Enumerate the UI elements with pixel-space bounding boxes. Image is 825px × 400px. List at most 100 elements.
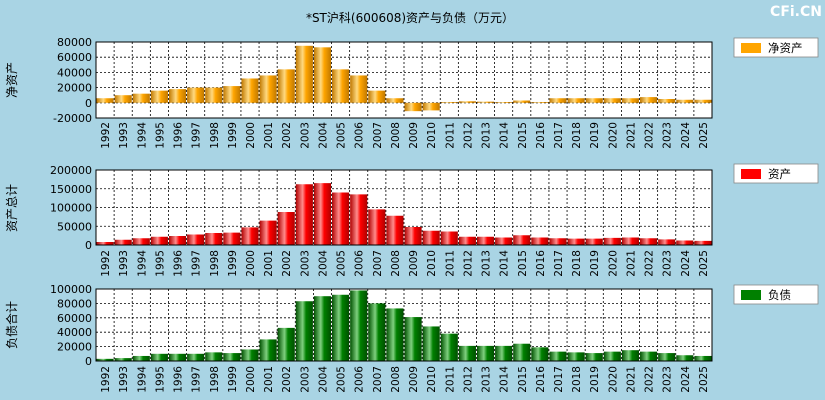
bar-2021 (621, 237, 640, 245)
x-tick-label: 2022 (644, 250, 656, 277)
watermark: CFi.CN (770, 4, 822, 20)
x-tick-label: 1993 (118, 366, 130, 393)
bar-2016 (531, 237, 549, 245)
x-tick-label: 1997 (191, 366, 203, 393)
bar-1994 (132, 93, 150, 103)
bar-2019 (585, 98, 603, 103)
x-tick-label: 2010 (426, 250, 438, 277)
bar-2012 (458, 236, 476, 245)
x-tick-label: 2019 (589, 250, 601, 277)
x-tick-label: 2023 (662, 366, 674, 393)
x-tick-label: 1994 (136, 122, 148, 149)
x-tick-label: 2021 (625, 366, 637, 393)
bar-2004 (313, 47, 332, 103)
x-tick-label: 2003 (299, 366, 311, 393)
x-tick-label: 1998 (209, 122, 221, 149)
bar-2007 (368, 209, 386, 245)
bar-2015 (513, 343, 531, 361)
x-tick-label: 2011 (444, 122, 456, 149)
y-tick-label: 40000 (57, 326, 92, 339)
plot-border (95, 288, 713, 362)
bar-1996 (168, 236, 187, 245)
bar-2001 (259, 220, 277, 245)
x-tick-label: 2016 (535, 250, 547, 277)
bar-1999 (223, 353, 241, 361)
bar-1995 (150, 353, 168, 361)
x-tick-label: 1992 (100, 122, 112, 149)
bar-1997 (187, 353, 205, 361)
x-tick-label: 1995 (154, 250, 166, 277)
bar-2001 (259, 75, 277, 103)
bar-2003 (295, 45, 313, 103)
bar-2005 (332, 294, 350, 361)
bar-2014 (495, 102, 513, 103)
bar-2021 (621, 350, 640, 361)
bar-2018 (567, 352, 585, 361)
bar-1993 (114, 95, 132, 103)
x-tick-label: 2006 (354, 366, 366, 393)
bar-2008 (386, 98, 404, 103)
bar-2010 (422, 230, 440, 245)
bar-2000 (241, 227, 259, 245)
x-tick-label: 1996 (173, 366, 185, 393)
bar-2009 (404, 227, 422, 245)
x-tick-label: 1999 (227, 366, 239, 393)
bar-2025 (694, 99, 712, 103)
x-tick-label: 2000 (245, 122, 257, 149)
x-tick-label: 2024 (680, 366, 692, 393)
bar-1999 (223, 86, 241, 103)
bar-2003 (295, 301, 313, 361)
bar-2017 (549, 351, 567, 361)
bar-2015 (513, 100, 531, 103)
bar-2017 (549, 238, 567, 245)
bar-2014 (495, 345, 513, 361)
bar-1994 (132, 355, 150, 361)
bar-2016 (531, 347, 549, 361)
x-tick-label: 2013 (481, 122, 493, 149)
bar-2000 (241, 349, 259, 361)
bar-2002 (277, 69, 295, 103)
plot-border (95, 169, 713, 246)
x-tick-label: 2014 (499, 122, 511, 149)
bar-1992 (96, 358, 114, 361)
bar-1999 (223, 232, 241, 245)
bar-2024 (676, 99, 694, 103)
legend: 负债 (733, 284, 819, 305)
bar-2023 (658, 353, 676, 361)
y-tick-label: -20000 (53, 112, 92, 125)
x-tick-label: 2007 (372, 122, 384, 149)
bar-2007 (368, 90, 386, 103)
x-tick-label: 2001 (263, 366, 275, 393)
bar-2024 (676, 240, 694, 245)
x-tick-label: 2015 (517, 122, 529, 149)
y-tick-label: 40000 (57, 66, 92, 79)
x-tick-label: 1992 (100, 250, 112, 277)
x-tick-label: 2012 (462, 366, 474, 393)
bar-1996 (168, 353, 187, 361)
bar-2021 (621, 98, 640, 103)
bar-2020 (603, 351, 621, 361)
x-tick-label: 2019 (589, 122, 601, 149)
x-tick-label: 2022 (644, 122, 656, 149)
x-tick-label: 1995 (154, 366, 166, 393)
x-tick-label: 2022 (644, 366, 656, 393)
bar-1994 (132, 238, 150, 245)
bar-2011 (440, 333, 458, 361)
x-tick-label: 2024 (680, 250, 692, 277)
x-tick-label: 2007 (372, 250, 384, 277)
x-tick-label: 2023 (662, 250, 674, 277)
bar-2002 (277, 327, 295, 361)
x-tick-label: 2025 (698, 250, 710, 277)
bar-2023 (658, 239, 676, 245)
bar-2006 (350, 194, 368, 245)
x-tick-label: 2007 (372, 366, 384, 393)
x-tick-label: 2017 (553, 366, 565, 393)
x-tick-label: 1995 (154, 122, 166, 149)
x-tick-label: 2021 (625, 250, 637, 277)
x-tick-label: 2018 (571, 366, 583, 393)
bar-2006 (350, 290, 368, 361)
bar-1997 (187, 87, 205, 103)
bar-1995 (150, 90, 168, 103)
bar-2012 (458, 101, 476, 103)
